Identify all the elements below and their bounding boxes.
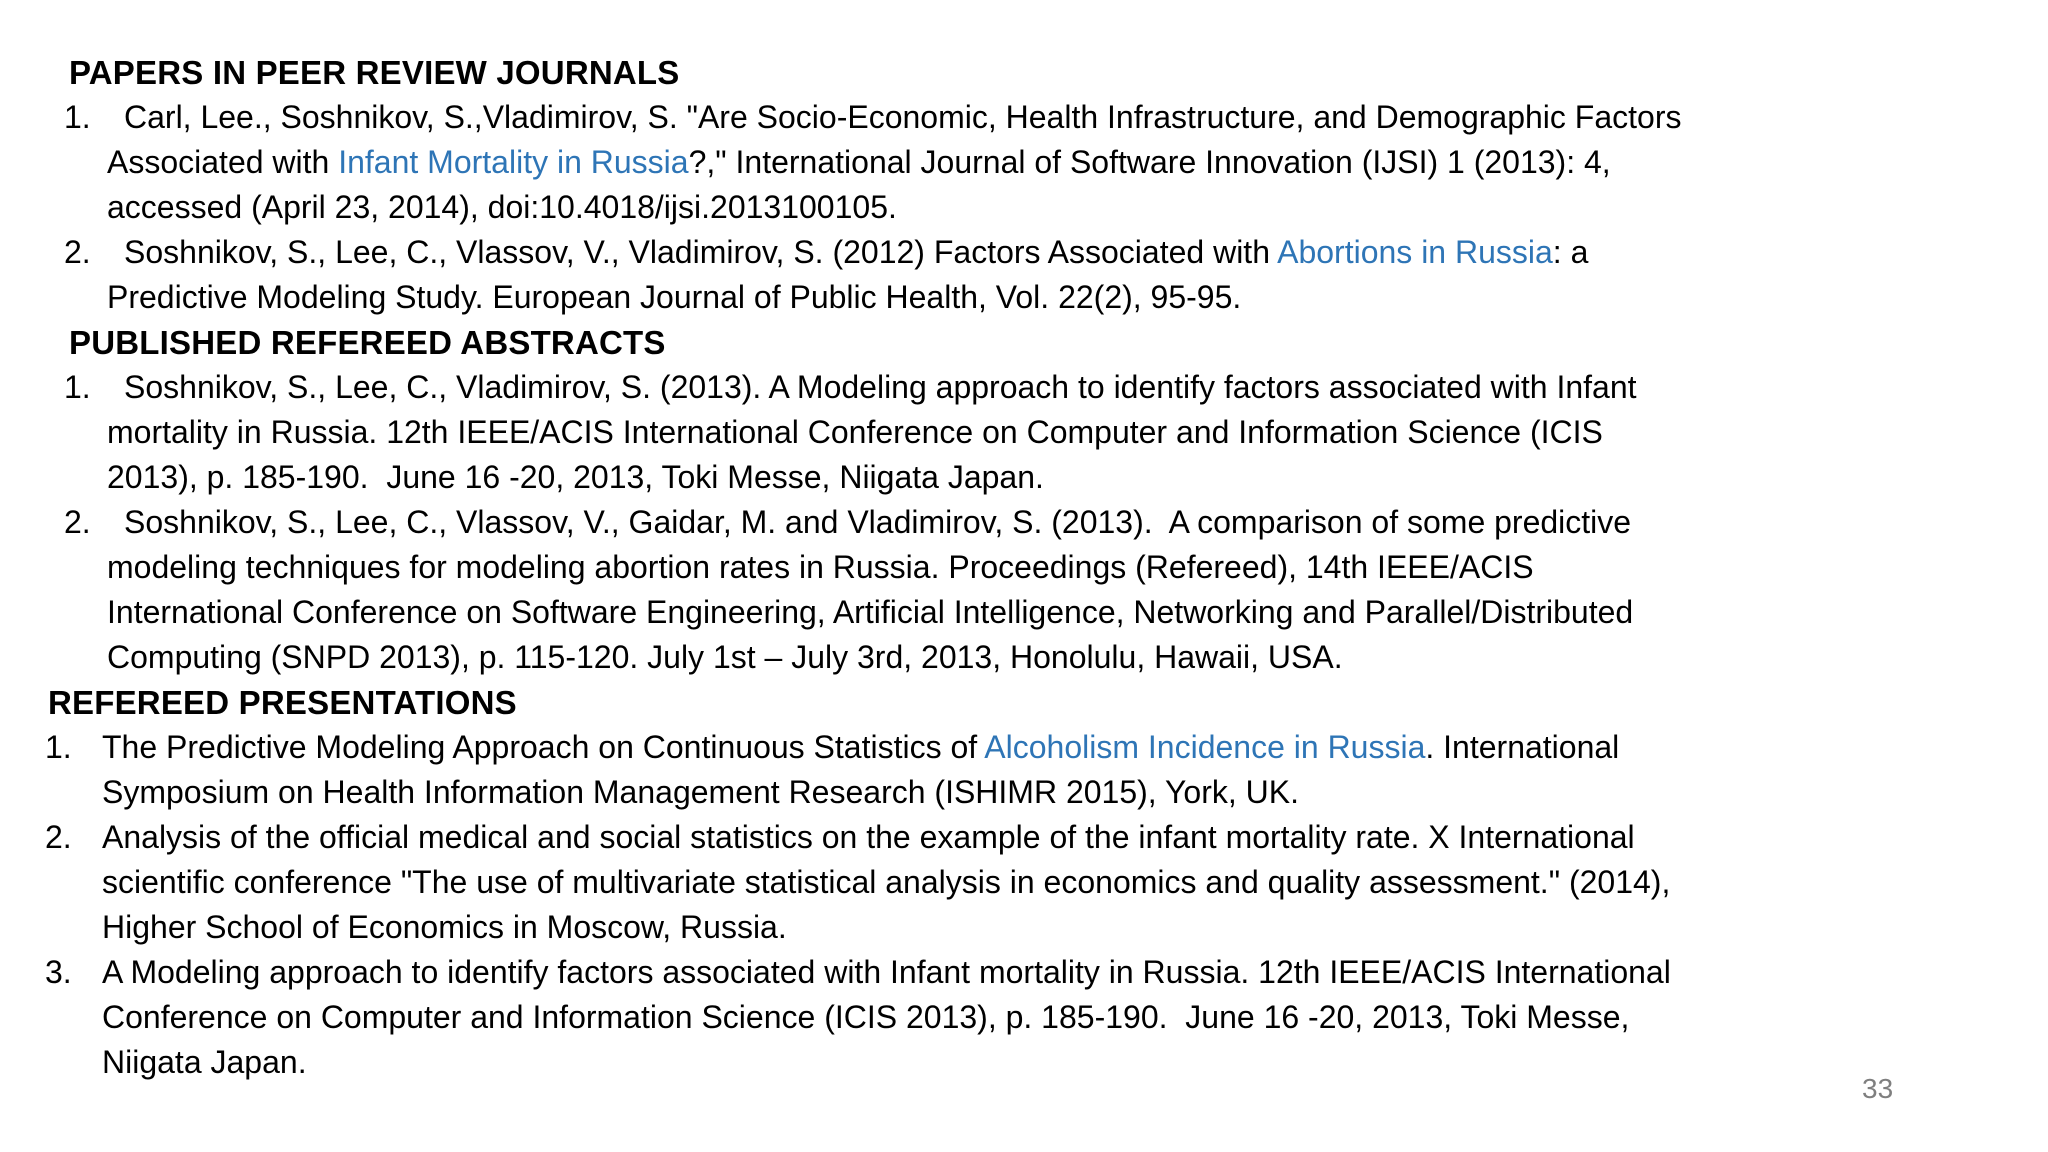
text-run: International Conference on Software Eng…	[107, 594, 1634, 630]
list-item-number: 1.	[45, 729, 72, 765]
hyperlink[interactable]: Alcoholism Incidence in Russia	[984, 729, 1426, 765]
text-run: Associated with	[107, 144, 339, 180]
list-item-number: 3.	[45, 954, 72, 990]
list-item-number: 1.	[64, 369, 91, 405]
list-item-text: Soshnikov, S., Lee, C., Vlassov, V., Vla…	[107, 230, 2048, 320]
list-item: 3. A Modeling approach to identify factor…	[45, 950, 2048, 1085]
text-run: ?," International Journal of Software In…	[688, 144, 1611, 180]
text-run: The Predictive Modeling Approach on Cont…	[102, 729, 985, 765]
text-run: Soshnikov, S., Lee, C., Vlassov, V., Gai…	[124, 504, 1632, 540]
hyperlink[interactable]: Abortions in Russia	[1277, 234, 1553, 270]
text-line: Symposium on Health Information Manageme…	[102, 770, 2048, 815]
text-line: Niigata Japan.	[102, 1040, 2048, 1085]
text-run: accessed (April 23, 2014), doi:10.4018/i…	[107, 189, 897, 225]
text-line: Soshnikov, S., Lee, C., Vlassov, V., Vla…	[124, 230, 2048, 275]
list-item-text: Soshnikov, S., Lee, C., Vlassov, V., Gai…	[107, 500, 2048, 680]
section-papers-in-peer-review-journals: PAPERS IN PEER REVIEW JOURNALS 1. Carl, Le…	[64, 50, 2048, 320]
text-run: Soshnikov, S., Lee, C., Vladimirov, S. (…	[124, 369, 1637, 405]
text-line: scientific conference "The use of multiv…	[102, 860, 2048, 905]
list-item: 2. Analysis of the official medical and s…	[45, 815, 2048, 950]
text-run: A Modeling approach to identify factors …	[102, 954, 1671, 990]
publications-list: PAPERS IN PEER REVIEW JOURNALS 1. Carl, Le…	[0, 50, 2048, 1085]
text-line: Carl, Lee., Soshnikov, S.,Vladimirov, S.…	[124, 95, 2048, 140]
list-item-number: 2.	[64, 234, 91, 270]
list-item: 1. Soshnikov, S., Lee, C., Vladimirov, S.…	[64, 365, 2048, 500]
list-item-text: A Modeling approach to identify factors …	[102, 950, 2048, 1085]
section-heading: PAPERS IN PEER REVIEW JOURNALS	[69, 54, 680, 91]
text-line: mortality in Russia. 12th IEEE/ACIS Inte…	[107, 410, 2048, 455]
list-item: 2. Soshnikov, S., Lee, C., Vlassov, V., G…	[64, 500, 2048, 680]
text-run: Higher School of Economics in Moscow, Ru…	[102, 909, 787, 945]
text-run: Predictive Modeling Study. European Jour…	[107, 279, 1242, 315]
text-line: Analysis of the official medical and soc…	[102, 815, 2048, 860]
text-line: Computing (SNPD 2013), p. 115-120. July …	[107, 635, 2048, 680]
text-line: International Conference on Software Eng…	[107, 590, 2048, 635]
text-line: Associated with Infant Mortality in Russ…	[107, 140, 2048, 185]
text-line: Soshnikov, S., Lee, C., Vlassov, V., Gai…	[124, 500, 2048, 545]
text-line: Conference on Computer and Information S…	[102, 995, 2048, 1040]
text-run: . International	[1425, 729, 1620, 765]
list-item-text: Analysis of the official medical and soc…	[102, 815, 2048, 950]
text-run: Symposium on Health Information Manageme…	[102, 774, 1299, 810]
list-item-text: Carl, Lee., Soshnikov, S.,Vladimirov, S.…	[107, 95, 2048, 230]
text-line: Soshnikov, S., Lee, C., Vladimirov, S. (…	[124, 365, 2048, 410]
text-line: 2013), p. 185-190. June 16 -20, 2013, To…	[107, 455, 2048, 500]
text-run: 2013), p. 185-190. June 16 -20, 2013, To…	[107, 459, 1044, 495]
slide-page-number: 33	[1862, 1073, 1894, 1104]
list-item: 1. Carl, Lee., Soshnikov, S.,Vladimirov, …	[64, 95, 2048, 230]
section-heading: PUBLISHED REFEREED ABSTRACTS	[69, 324, 666, 361]
hyperlink[interactable]: Infant Mortality in Russia	[338, 144, 689, 180]
text-line: modeling techniques for modeling abortio…	[107, 545, 2048, 590]
list-item-text: The Predictive Modeling Approach on Cont…	[102, 725, 2048, 815]
list-item: 1. The Predictive Modeling Approach on Co…	[45, 725, 2048, 815]
text-run: Soshnikov, S., Lee, C., Vlassov, V., Vla…	[124, 234, 1278, 270]
text-line: The Predictive Modeling Approach on Cont…	[102, 725, 2048, 770]
text-run: Carl, Lee., Soshnikov, S.,Vladimirov, S.…	[124, 99, 1682, 135]
list-item-text: Soshnikov, S., Lee, C., Vladimirov, S. (…	[107, 365, 2048, 500]
text-line: A Modeling approach to identify factors …	[102, 950, 2048, 995]
text-run: Niigata Japan.	[102, 1044, 307, 1080]
section-heading: REFEREED PRESENTATIONS	[48, 684, 517, 721]
text-run: : a	[1552, 234, 1589, 270]
text-run: Conference on Computer and Information S…	[102, 999, 1630, 1035]
list-item-number: 2.	[45, 819, 72, 855]
text-run: Computing (SNPD 2013), p. 115-120. July …	[107, 639, 1343, 675]
list-item: 2. Soshnikov, S., Lee, C., Vlassov, V., V…	[64, 230, 2048, 320]
section-refereed-presentations: REFEREED PRESENTATIONS 1. The Predictive M…	[45, 680, 2048, 1085]
text-run: Analysis of the official medical and soc…	[102, 819, 1635, 855]
text-line: Higher School of Economics in Moscow, Ru…	[102, 905, 2048, 950]
list-item-number: 2.	[64, 504, 91, 540]
list-item-number: 1.	[64, 99, 91, 135]
text-run: scientific conference "The use of multiv…	[102, 864, 1671, 900]
text-line: accessed (April 23, 2014), doi:10.4018/i…	[107, 185, 2048, 230]
text-line: Predictive Modeling Study. European Jour…	[107, 275, 2048, 320]
text-run: modeling techniques for modeling abortio…	[107, 549, 1534, 585]
text-run: mortality in Russia. 12th IEEE/ACIS Inte…	[107, 414, 1603, 450]
section-published-refereed-abstracts: PUBLISHED REFEREED ABSTRACTS 1. Soshnikov,…	[64, 320, 2048, 680]
